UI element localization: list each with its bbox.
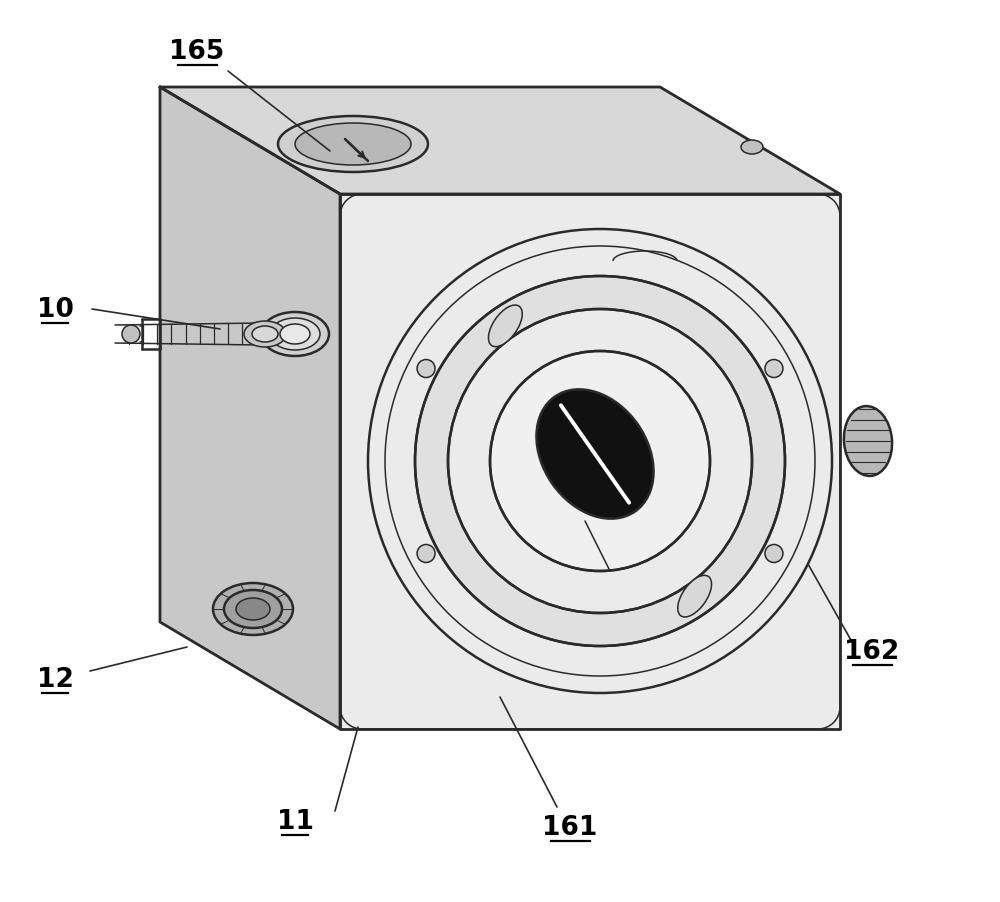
Ellipse shape: [415, 277, 785, 647]
Ellipse shape: [213, 584, 293, 635]
Ellipse shape: [261, 313, 329, 356]
Ellipse shape: [490, 352, 710, 571]
Ellipse shape: [236, 598, 270, 621]
Text: 162: 162: [844, 639, 900, 664]
Text: 12: 12: [37, 667, 73, 692]
Polygon shape: [340, 195, 840, 729]
Text: 10: 10: [37, 297, 73, 323]
Ellipse shape: [844, 407, 892, 476]
Ellipse shape: [280, 325, 310, 345]
Ellipse shape: [765, 545, 783, 563]
Ellipse shape: [417, 545, 435, 563]
Ellipse shape: [741, 141, 763, 155]
Ellipse shape: [536, 390, 654, 519]
Polygon shape: [160, 87, 340, 729]
Polygon shape: [160, 87, 840, 195]
Ellipse shape: [224, 590, 282, 629]
Ellipse shape: [417, 360, 435, 378]
Ellipse shape: [448, 309, 752, 613]
Ellipse shape: [122, 326, 140, 344]
Text: 11: 11: [277, 808, 314, 834]
Ellipse shape: [252, 327, 278, 343]
Text: 161: 161: [542, 815, 598, 840]
Ellipse shape: [488, 306, 522, 347]
Ellipse shape: [278, 117, 428, 173]
Ellipse shape: [244, 322, 286, 347]
Ellipse shape: [295, 124, 411, 166]
Ellipse shape: [678, 575, 712, 617]
Ellipse shape: [765, 360, 783, 378]
Ellipse shape: [270, 318, 320, 351]
Text: 165: 165: [169, 39, 225, 65]
